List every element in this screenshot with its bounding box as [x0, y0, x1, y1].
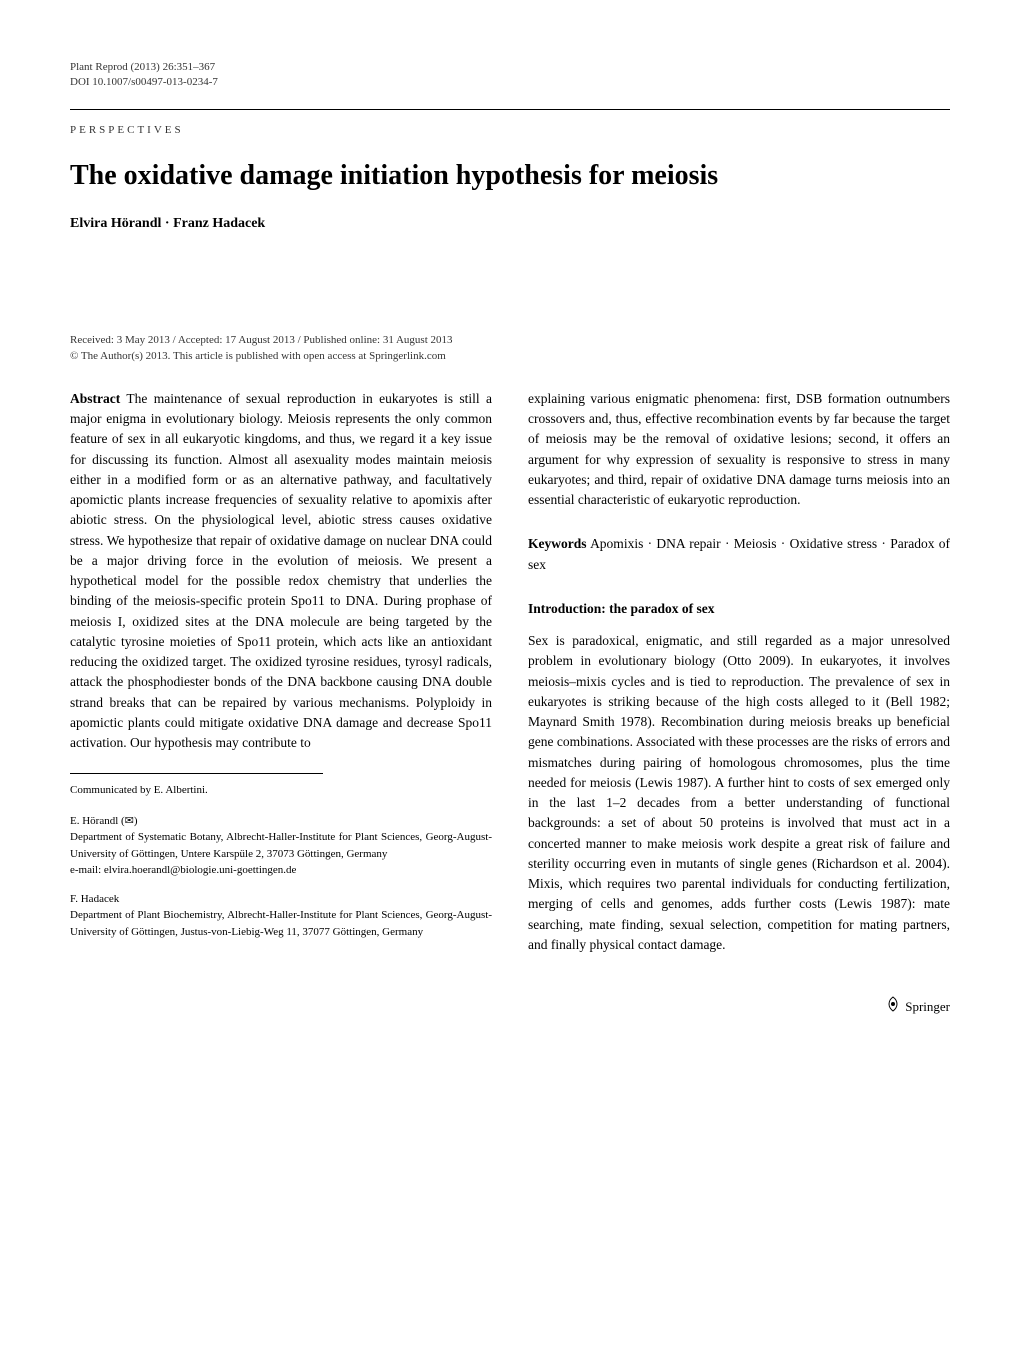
publisher-name: Springer: [905, 999, 950, 1014]
publisher-logo: Springer: [528, 995, 950, 1021]
author1-email: e-mail: elvira.hoerandl@biologie.uni-goe…: [70, 862, 492, 879]
author1-affiliation: Department of Systematic Botany, Albrech…: [70, 829, 492, 862]
abstract-text-left: The maintenance of sexual reproduction i…: [70, 391, 492, 750]
abstract-continuation: explaining various enigmatic phenomena: …: [528, 389, 950, 511]
dates-line1: Received: 3 May 2013 / Accepted: 17 Augu…: [70, 332, 950, 349]
communicated-by: Communicated by E. Albertini.: [70, 782, 492, 799]
author1-name: E. Hörandl (✉): [70, 813, 492, 830]
publication-dates: Received: 3 May 2013 / Accepted: 17 Augu…: [70, 332, 950, 365]
right-column: explaining various enigmatic phenomena: …: [528, 389, 950, 1021]
article-type: PERSPECTIVES: [70, 124, 950, 136]
keywords-section: Keywords Apomixis · DNA repair · Meiosis…: [528, 534, 950, 575]
doi: DOI 10.1007/s00497-013-0234-7: [70, 75, 950, 90]
main-content: Abstract The maintenance of sexual repro…: [70, 389, 950, 1021]
article-title: The oxidative damage initiation hypothes…: [70, 160, 950, 192]
second-author-info: F. Hadacek Department of Plant Biochemis…: [70, 891, 492, 941]
author2-name: F. Hadacek: [70, 891, 492, 908]
left-column: Abstract The maintenance of sexual repro…: [70, 389, 492, 1021]
authors: Elvira Hörandl · Franz Hadacek: [70, 216, 950, 232]
springer-icon: [884, 995, 902, 1021]
author2-affiliation: Department of Plant Biochemistry, Albrec…: [70, 907, 492, 940]
abstract-paragraph: Abstract The maintenance of sexual repro…: [70, 389, 492, 754]
abstract-label: Abstract: [70, 391, 120, 406]
keywords-text: Apomixis · DNA repair · Meiosis · Oxidat…: [528, 536, 950, 571]
footer-separator: [70, 773, 323, 774]
corresponding-author-info: E. Hörandl (✉) Department of Systematic …: [70, 813, 492, 879]
dates-line2: © The Author(s) 2013. This article is pu…: [70, 348, 950, 365]
header-separator: [70, 109, 950, 110]
introduction-heading: Introduction: the paradox of sex: [528, 599, 950, 619]
keywords-label: Keywords: [528, 536, 587, 551]
journal-reference: Plant Reprod (2013) 26:351–367: [70, 60, 950, 75]
header-journal-info: Plant Reprod (2013) 26:351–367 DOI 10.10…: [70, 60, 950, 91]
introduction-text: Sex is paradoxical, enigmatic, and still…: [528, 631, 950, 955]
